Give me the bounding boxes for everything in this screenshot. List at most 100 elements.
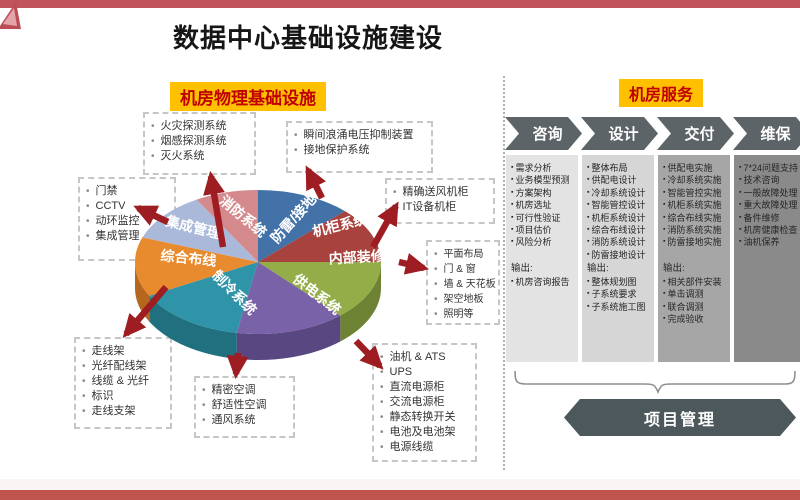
bullet-icon: ▪ [587, 302, 590, 310]
bottom-accent-bar [0, 490, 800, 500]
list-item: ▪ 消防系统实施 [663, 225, 722, 236]
bullet-icon: ▪ [663, 290, 666, 298]
output-label: 输出: [511, 263, 533, 274]
list-item: ▪ 冷却系统设计 [587, 187, 646, 198]
list-item: • 交流电源柜 [380, 396, 445, 408]
pie-slice-side-2 [340, 262, 381, 342]
bullet-icon: ▪ [587, 226, 590, 234]
list-item: ▪ 机房选址 [511, 200, 552, 211]
list-item: • IT设备机柜 [393, 201, 457, 213]
list-item: • 精确送风机柜 [393, 186, 469, 198]
connector-arrow [305, 165, 327, 200]
bullet-icon: • [294, 145, 298, 156]
bullet-icon: • [434, 294, 438, 305]
pie-slice-2 [258, 262, 381, 316]
list-item: • 瞬间浪涌电压抑制装置 [294, 129, 414, 141]
bullet-icon: ▪ [739, 188, 742, 196]
list-item: • 灭火系统 [151, 150, 205, 162]
list-item: • 静态转换开关 [380, 411, 456, 423]
list-item: ▪ 综合布线设计 [587, 225, 646, 236]
bullet-icon: ▪ [739, 164, 742, 171]
bullet-icon: ▪ [663, 213, 666, 221]
phase-chevron-1: 咨询 [505, 117, 582, 150]
bullet-icon: ▪ [663, 188, 666, 196]
pie-slice-7 [196, 190, 258, 262]
connector-arrow [203, 170, 227, 248]
bullet-icon: • [82, 361, 86, 372]
bullet-icon: ▪ [587, 164, 590, 171]
callout-box-surge: • 瞬间浪涌电压抑制装置 • 接地保护系统 [286, 121, 433, 173]
pie-slice-3 [236, 262, 341, 334]
bullet-icon: • [380, 427, 384, 438]
list-item: • 集成管理 [86, 230, 140, 242]
list-item: • 直流电源柜 [380, 381, 445, 393]
bullet-icon: ▪ [587, 250, 590, 258]
bullet-icon: • [82, 376, 86, 387]
list-item: • 通风系统 [202, 414, 256, 426]
list-item: ▪ 技术咨询 [739, 175, 780, 186]
bullet-icon: ▪ [587, 201, 590, 209]
list-item: • 烟感探测系统 [151, 135, 227, 147]
list-item: ▪ 7*24问题支持 [739, 163, 799, 173]
left-section-badge: 机房物理基础设施 [170, 82, 326, 111]
bullet-icon: • [434, 279, 438, 290]
footer-strip [0, 479, 800, 490]
callout-box-rack: • 精确送风机柜 • IT设备机柜 [385, 178, 495, 224]
output-item: ▪ 完成验收 [663, 314, 704, 325]
list-item: • 火灾探测系统 [151, 120, 227, 132]
pie-slice-label: 消防系统 [217, 192, 270, 240]
phase-column-4: ▪ 7*24问题支持 ▪ 技术咨询 ▪ 一般故障处理 ▪ 重大故障处理 ▪ 备件维修 ▪ 机房健康检查… [734, 155, 800, 362]
list-item: ▪ 综合布线实施 [663, 212, 722, 223]
phase-column-1: ▪ 需求分析 ▪ 业务模型预测 ▪ 方案架构 ▪ 机房选址 ▪ 可行性验证 ▪ 项目估价 ▪ 风险分析 输出… [506, 155, 578, 362]
list-item: • 走线支架 [82, 405, 136, 417]
bullet-icon: ▪ [663, 226, 666, 234]
output-item: ▪ 相关部件安装 [663, 277, 722, 287]
pie-slice-side-3 [236, 315, 341, 361]
phase-chevron-4: 维保 [733, 117, 800, 150]
company-logo-icon [0, 2, 21, 29]
bullet-icon: • [393, 202, 397, 213]
bullet-icon: ▪ [587, 176, 590, 184]
list-item: • 电源线缆 [380, 441, 434, 453]
list-item: ▪ 供配电设计 [587, 175, 637, 186]
list-item: • UPS [380, 366, 413, 378]
bullet-icon: • [151, 136, 155, 147]
list-item: ▪ 项目估价 [511, 225, 552, 236]
pie-slice-4 [149, 262, 258, 333]
bullet-icon: ▪ [511, 213, 514, 221]
bullet-icon: • [380, 382, 384, 393]
list-item: ▪ 备件维修 [739, 212, 780, 223]
bullet-icon: • [434, 264, 438, 275]
list-item: ▪ 可行性验证 [511, 212, 561, 223]
pie-slice-label: 供电系统 [289, 270, 344, 318]
list-item: ▪ 冷却系统实施 [663, 175, 722, 186]
list-item: ▪ 风险分析 [511, 237, 552, 248]
output-item: ▪ 单击调测 [663, 289, 704, 300]
pie-slice-label: 防雷/接地 [267, 191, 319, 246]
list-item: • CCTV [86, 200, 126, 212]
bullet-icon: ▪ [511, 176, 514, 184]
bullet-icon: • [202, 415, 206, 426]
bullet-icon: ▪ [739, 238, 742, 246]
list-item: • 门 & 窗 [434, 264, 476, 275]
list-item: • 标识 [82, 390, 114, 402]
right-section-badge: 机房服务 [619, 79, 704, 107]
bullet-icon: • [380, 352, 384, 363]
bullet-icon: ▪ [739, 201, 742, 209]
phase-chevron-2: 设计 [581, 117, 658, 150]
list-item: • 精密空调 [202, 384, 256, 396]
callout-box-hvac: • 精密空调 • 舒适性空调 • 通风系统 [194, 376, 295, 438]
list-item: • 照明等 [434, 309, 474, 320]
list-item: ▪ 整体布局 [587, 163, 628, 173]
list-item: • 光纤配线架 [82, 360, 147, 372]
phase-column-3: ▪ 供配电实施 ▪ 冷却系统实施 ▪ 智能管控实施 ▪ 机柜系统实施 ▪ 综合布线实施 ▪ 消防系统实… [658, 155, 730, 362]
list-item: ▪ 消防系统设计 [587, 237, 646, 248]
bullet-icon: • [380, 397, 384, 408]
pie-slice-label: 机柜系统 [311, 211, 369, 240]
connector-arrow [226, 352, 249, 380]
bullet-icon: ▪ [587, 238, 590, 246]
bullet-icon: • [380, 367, 384, 378]
callout-box-interior: • 平面布局 • 门 & 窗 • 墙 & 天花板 • 架空地板 • 照明等 [426, 240, 500, 325]
list-item: ▪ 需求分析 [511, 163, 552, 173]
